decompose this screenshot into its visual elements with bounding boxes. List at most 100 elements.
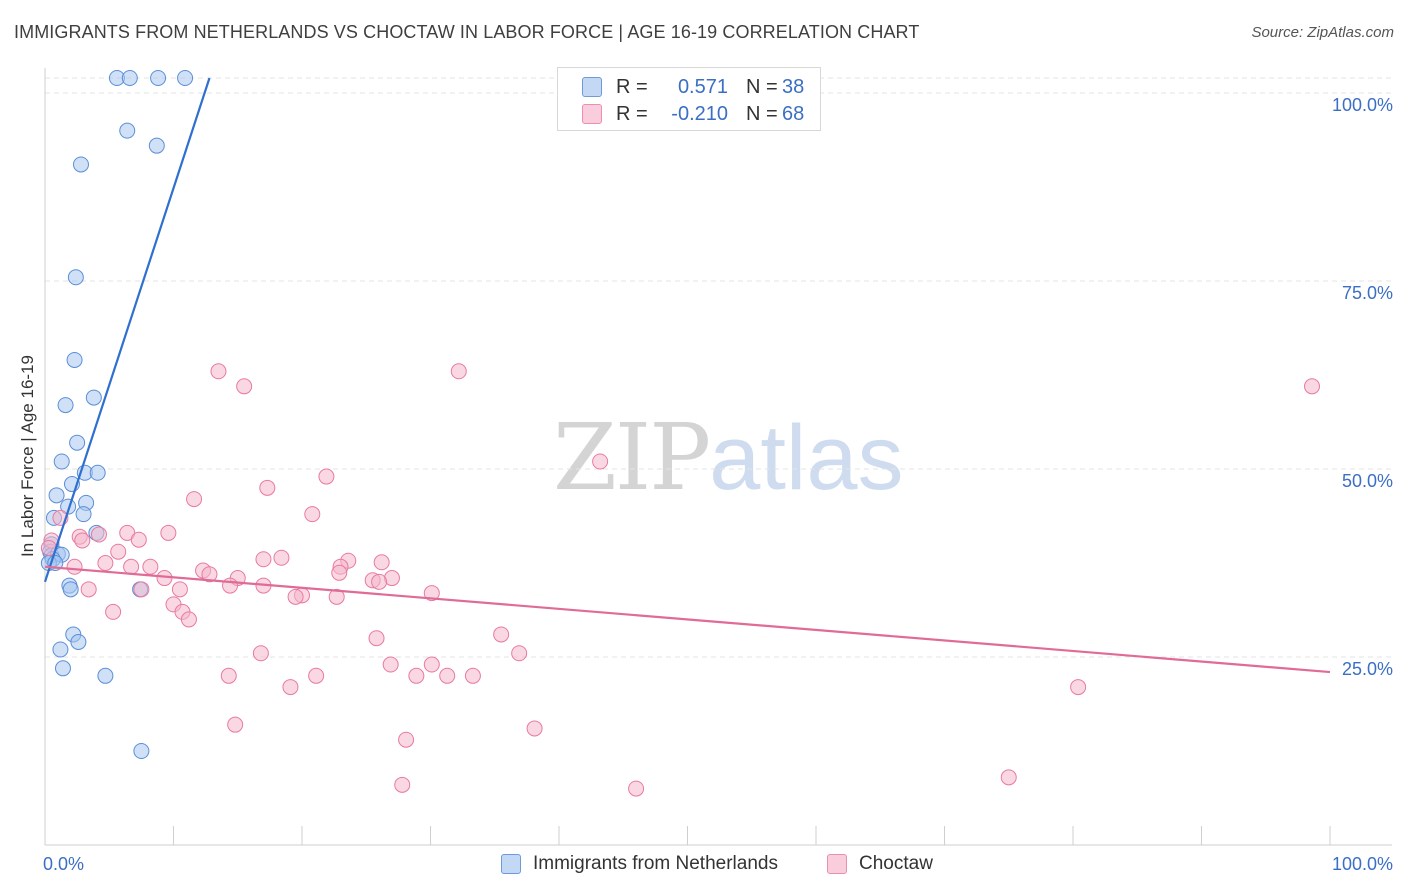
legend-row-choctaw: R = -0.210 N = 68	[582, 101, 804, 127]
point-netherlands	[48, 487, 65, 504]
point-choctaw	[142, 558, 159, 575]
point-netherlands	[67, 269, 84, 286]
trend-line-netherlands	[43, 77, 211, 583]
point-choctaw	[201, 566, 218, 583]
point-choctaw	[304, 506, 321, 523]
point-choctaw	[105, 603, 122, 620]
point-choctaw	[382, 656, 399, 673]
point-netherlands	[69, 434, 86, 451]
axes	[44, 68, 1392, 846]
point-choctaw	[368, 630, 385, 647]
point-choctaw	[423, 656, 440, 673]
point-choctaw	[171, 581, 188, 598]
point-netherlands	[121, 70, 138, 86]
x-tick-label: 0.0%	[43, 854, 84, 874]
point-choctaw	[628, 780, 645, 797]
y-tick-label: 50.0%	[1342, 471, 1393, 491]
watermark-atlas: atlas	[709, 407, 904, 509]
tick-labels: 25.0% 50.0% 75.0% 100.0% 0.0% 100.0%	[43, 95, 1393, 874]
point-choctaw	[287, 588, 304, 605]
legend-swatch-choctaw	[582, 104, 602, 124]
point-choctaw	[123, 558, 140, 575]
point-netherlands	[97, 667, 114, 684]
point-netherlands	[75, 506, 92, 523]
point-choctaw	[408, 667, 425, 684]
point-netherlands	[57, 397, 74, 414]
point-choctaw	[97, 555, 114, 572]
point-choctaw	[180, 611, 197, 628]
point-choctaw	[273, 549, 290, 566]
watermark: ZIPatlas	[553, 404, 904, 511]
legend-n-value: 68	[782, 102, 805, 125]
point-choctaw	[1070, 679, 1087, 696]
point-choctaw	[526, 720, 543, 737]
point-netherlands	[54, 660, 71, 677]
point-choctaw	[80, 581, 97, 598]
bottom-legend-netherlands: Immigrants from Netherlands	[501, 852, 778, 876]
point-choctaw	[236, 378, 253, 395]
point-choctaw	[450, 363, 467, 380]
point-netherlands	[85, 389, 102, 406]
point-choctaw	[282, 679, 299, 696]
point-choctaw	[318, 468, 335, 485]
point-choctaw	[308, 667, 325, 684]
y-tick-label: 75.0%	[1342, 283, 1393, 303]
point-netherlands	[70, 633, 87, 650]
legend-r-label: R =	[616, 75, 648, 98]
point-netherlands	[66, 351, 83, 368]
point-netherlands	[177, 70, 194, 86]
point-choctaw	[130, 531, 147, 548]
point-netherlands	[148, 137, 165, 154]
point-choctaw	[331, 564, 348, 581]
point-choctaw	[464, 667, 481, 684]
trend-lines	[43, 77, 1331, 674]
watermark-zip: ZIP	[553, 404, 711, 511]
bottom-legend-swatch-choctaw	[827, 854, 847, 874]
legend-r-value: 0.571	[677, 75, 728, 98]
point-choctaw	[423, 585, 440, 602]
data-points	[40, 70, 1321, 797]
legend-r-value: -0.210	[671, 102, 728, 125]
point-choctaw	[398, 731, 415, 748]
chart-title: IMMIGRANTS FROM NETHERLANDS VS CHOCTAW I…	[14, 22, 920, 42]
point-netherlands	[53, 453, 70, 470]
point-choctaw	[1304, 378, 1321, 395]
point-choctaw	[373, 554, 390, 571]
legend-row-netherlands: R = 0.571 N = 38	[582, 74, 804, 100]
point-choctaw	[493, 626, 510, 643]
point-choctaw	[220, 667, 237, 684]
bottom-legend-swatch-netherlands	[501, 854, 521, 874]
legend-n-label: N =	[746, 102, 778, 125]
point-choctaw	[371, 573, 388, 590]
point-netherlands	[150, 70, 167, 86]
legend-r-label: R =	[616, 102, 648, 125]
point-choctaw	[439, 667, 456, 684]
point-choctaw	[222, 577, 239, 594]
point-choctaw	[252, 645, 269, 662]
point-netherlands	[89, 464, 106, 481]
legend-swatch-netherlands	[582, 77, 602, 97]
bottom-legend-choctaw: Choctaw	[827, 852, 933, 876]
source-label: Source: ZipAtlas.com	[1251, 24, 1394, 41]
point-choctaw	[511, 645, 528, 662]
y-tick-label: 100.0%	[1332, 95, 1393, 115]
point-netherlands	[62, 581, 79, 598]
point-choctaw	[110, 543, 127, 560]
y-axis-label: In Labor Force | Age 16-19	[18, 355, 37, 557]
point-choctaw	[592, 453, 609, 470]
trend-line-choctaw	[44, 565, 1331, 674]
x-tick-label: 100.0%	[1332, 854, 1393, 874]
point-choctaw	[394, 776, 411, 793]
point-choctaw	[259, 479, 276, 496]
point-choctaw	[186, 491, 203, 508]
legend-n-label: N =	[746, 75, 778, 98]
point-netherlands	[72, 156, 89, 173]
point-choctaw	[133, 581, 150, 598]
point-netherlands	[52, 641, 69, 658]
point-choctaw	[66, 558, 83, 575]
point-choctaw	[74, 532, 91, 549]
point-choctaw	[1000, 769, 1017, 786]
point-choctaw	[227, 716, 244, 733]
y-tick-label: 25.0%	[1342, 659, 1393, 679]
